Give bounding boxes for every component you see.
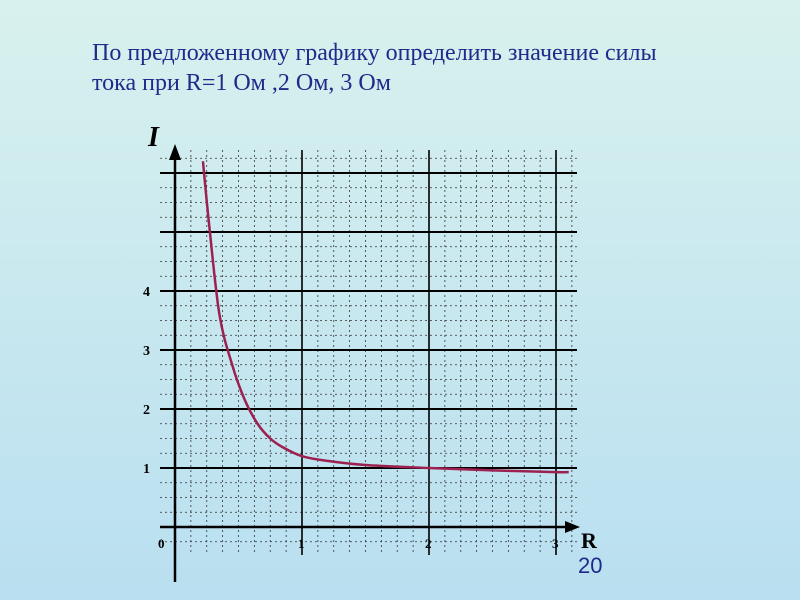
y-axis-arrow — [169, 144, 181, 160]
y-tick-label: 4 — [143, 285, 150, 300]
x-tick-label: 0 — [158, 536, 165, 551]
y-tick-label: 2 — [143, 403, 150, 418]
series-line — [201, 161, 569, 474]
title-line-1: По предложенному графику определить знач… — [92, 40, 657, 66]
y-tick-label: 3 — [143, 344, 150, 359]
x-axis-label: R — [581, 528, 598, 553]
grid-major — [160, 150, 577, 555]
x-tick-label: 2 — [425, 536, 432, 551]
y-tick-label: 1 — [143, 462, 150, 477]
y-axis-label: I — [147, 122, 160, 153]
slide-title: По предложенному графику определить знач… — [92, 38, 752, 98]
series-layer — [201, 161, 569, 474]
x-tick-label: 1 — [298, 536, 305, 551]
title-line-2: тока при R=1 Ом ,2 Ом, 3 Ом — [92, 70, 391, 96]
x-axis-arrow — [565, 521, 580, 533]
y-tick-labels: 1 2 3 4 — [143, 285, 150, 477]
x-tick-labels: 0 1 2 3 — [158, 536, 559, 551]
axes: I R — [147, 122, 598, 582]
grid-minor — [160, 150, 577, 555]
page-number: 20 — [578, 553, 603, 578]
x-tick-label: 3 — [552, 536, 559, 551]
